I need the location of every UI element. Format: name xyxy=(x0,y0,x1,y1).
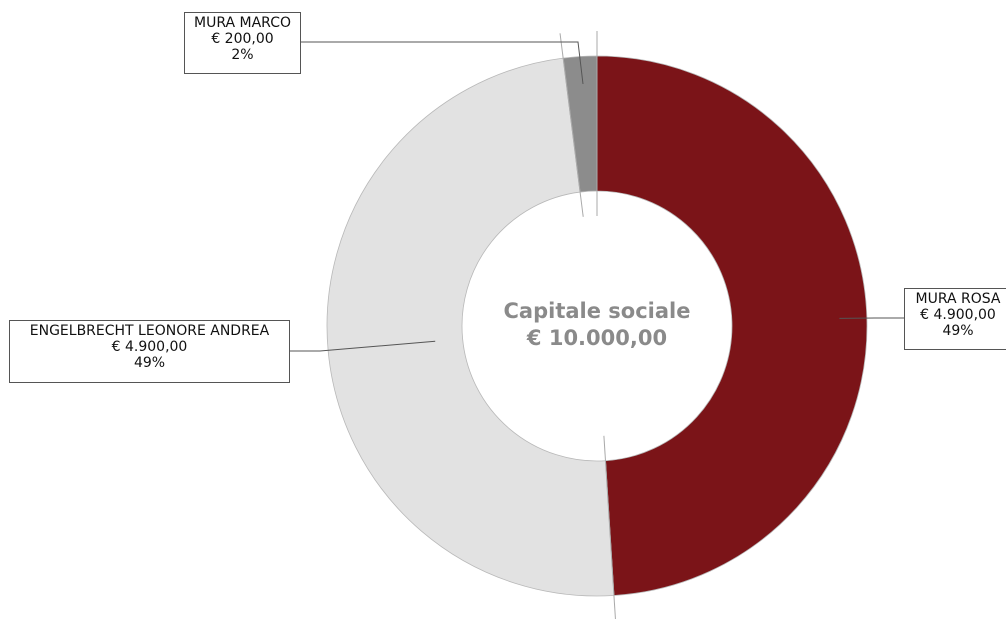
slice-label-mura-marco: MURA MARCO € 200,00 2% xyxy=(184,12,301,74)
slice-label-value: € 4.900,00 xyxy=(13,339,286,355)
center-title: Capitale sociale xyxy=(466,298,728,325)
donut-center-label: Capitale sociale € 10.000,00 xyxy=(466,298,728,352)
slice-label-percent: 49% xyxy=(908,323,1006,339)
slice-label-value: € 4.900,00 xyxy=(908,307,1006,323)
slice-label-name: MURA ROSA xyxy=(908,291,1006,307)
slice-label-value: € 200,00 xyxy=(188,31,297,47)
center-value: € 10.000,00 xyxy=(466,325,728,352)
slice-label-name: MURA MARCO xyxy=(188,15,297,31)
slice-label-engelbrecht: ENGELBRECHT LEONORE ANDREA € 4.900,00 49… xyxy=(9,320,290,383)
slice-label-percent: 49% xyxy=(13,355,286,371)
slice-label-mura-rosa: MURA ROSA € 4.900,00 49% xyxy=(904,288,1006,350)
slice-label-name: ENGELBRECHT LEONORE ANDREA xyxy=(13,323,286,339)
slice-label-percent: 2% xyxy=(188,47,297,63)
